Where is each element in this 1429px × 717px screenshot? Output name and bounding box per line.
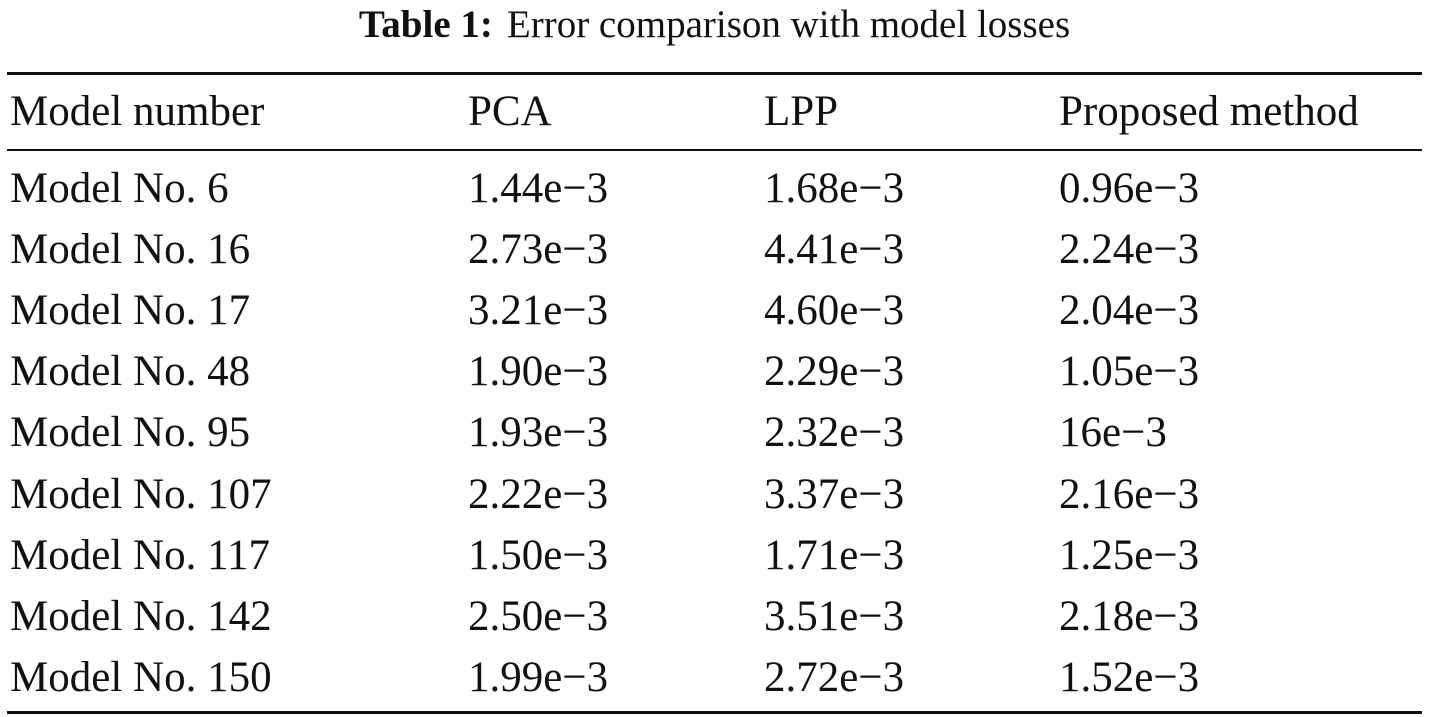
proposed-error-cell: 2.24e−3 (1059, 226, 1200, 273)
table-caption-text: Error comparison with model losses (506, 3, 1071, 46)
model-number-cell: Model No. 150 (10, 654, 272, 701)
table-row: Model No. 107 2.22e−3 3.37e−3 2.16e−3 (0, 465, 1429, 525)
table-caption: Table 1: Error comparison with model loss… (0, 2, 1429, 48)
lpp-error-cell: 3.37e−3 (764, 471, 905, 518)
proposed-error-cell: 1.25e−3 (1059, 532, 1200, 579)
lpp-error-cell: 4.41e−3 (764, 226, 905, 273)
pca-error-cell: 1.90e−3 (468, 348, 609, 395)
proposed-error-cell: 2.18e−3 (1059, 593, 1200, 640)
table-row: Model No. 142 2.50e−3 3.51e−3 2.18e−3 (0, 587, 1429, 647)
proposed-error-cell: 0.96e−3 (1059, 165, 1200, 212)
lpp-error-cell: 1.68e−3 (764, 165, 905, 212)
lpp-error-cell: 3.51e−3 (764, 593, 905, 640)
proposed-error-cell: 1.05e−3 (1059, 348, 1200, 395)
table-row: Model No. 95 1.93e−3 2.32e−3 16e−3 (0, 403, 1429, 463)
pca-error-cell: 1.99e−3 (468, 654, 609, 701)
column-header-model-number: Model number (10, 88, 265, 135)
lpp-error-cell: 2.29e−3 (764, 348, 905, 395)
table-bottom-rule (7, 711, 1422, 714)
model-number-cell: Model No. 95 (10, 409, 251, 456)
proposed-error-cell: 2.04e−3 (1059, 287, 1200, 334)
lpp-error-cell: 4.60e−3 (764, 287, 905, 334)
proposed-error-cell: 16e−3 (1059, 409, 1167, 456)
proposed-error-cell: 1.52e−3 (1059, 654, 1200, 701)
table-row: Model No. 6 1.44e−3 1.68e−3 0.96e−3 (0, 159, 1429, 219)
model-number-cell: Model No. 17 (10, 287, 251, 334)
column-header-lpp: LPP (764, 88, 839, 135)
table-row: Model No. 150 1.99e−3 2.72e−3 1.52e−3 (0, 648, 1429, 708)
model-number-cell: Model No. 142 (10, 593, 272, 640)
proposed-error-cell: 2.16e−3 (1059, 471, 1200, 518)
table-header-row: Model number PCA LPP Proposed method (0, 82, 1429, 142)
table-row: Model No. 48 1.90e−3 2.29e−3 1.05e−3 (0, 342, 1429, 402)
table-header-rule (7, 149, 1422, 151)
table-row: Model No. 117 1.50e−3 1.71e−3 1.25e−3 (0, 526, 1429, 586)
model-number-cell: Model No. 107 (10, 471, 272, 518)
model-number-cell: Model No. 48 (10, 348, 251, 395)
table-caption-label: Table 1: (358, 3, 493, 46)
table-row: Model No. 16 2.73e−3 4.41e−3 2.24e−3 (0, 220, 1429, 280)
table-top-rule (7, 72, 1422, 75)
model-number-cell: Model No. 6 (10, 165, 229, 212)
pca-error-cell: 3.21e−3 (468, 287, 609, 334)
lpp-error-cell: 2.72e−3 (764, 654, 905, 701)
pca-error-cell: 1.44e−3 (468, 165, 609, 212)
column-header-proposed-method: Proposed method (1059, 88, 1359, 135)
pca-error-cell: 2.22e−3 (468, 471, 609, 518)
pca-error-cell: 2.73e−3 (468, 226, 609, 273)
lpp-error-cell: 2.32e−3 (764, 409, 905, 456)
model-number-cell: Model No. 16 (10, 226, 251, 273)
lpp-error-cell: 1.71e−3 (764, 532, 905, 579)
model-number-cell: Model No. 117 (10, 532, 270, 579)
pca-error-cell: 2.50e−3 (468, 593, 609, 640)
pca-error-cell: 1.93e−3 (468, 409, 609, 456)
pca-error-cell: 1.50e−3 (468, 532, 609, 579)
table-row: Model No. 17 3.21e−3 4.60e−3 2.04e−3 (0, 281, 1429, 341)
column-header-pca: PCA (468, 88, 552, 135)
